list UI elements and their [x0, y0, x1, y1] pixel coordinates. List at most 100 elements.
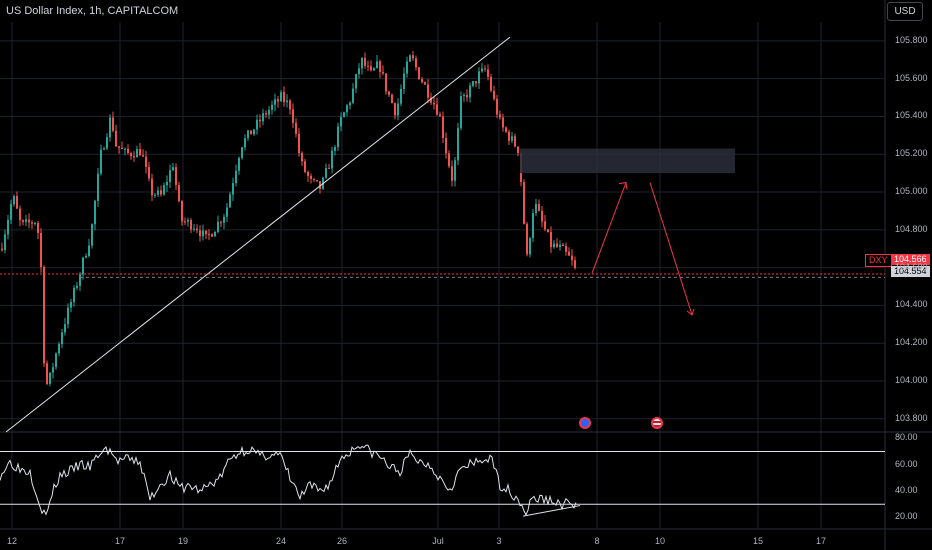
candle-body: [1, 248, 3, 250]
time-axis-label: 8: [594, 536, 600, 546]
candle-body: [301, 153, 303, 162]
candle-body: [49, 372, 51, 384]
time-axis-label: 17: [114, 536, 126, 546]
candle-body: [367, 65, 369, 67]
candle-body: [406, 61, 408, 74]
candle-body: [469, 85, 471, 98]
candle-body: [31, 222, 33, 224]
candle-body: [343, 112, 345, 118]
rsi-axis-tick: 80.00: [895, 432, 918, 443]
candle-body: [337, 126, 339, 148]
candle-body: [562, 244, 564, 246]
projection-arrow-down: [649, 182, 693, 316]
rsi-line: [0, 444, 577, 517]
candle-body: [217, 221, 219, 232]
price-axis-tick: 105.600: [895, 72, 928, 83]
candle-body: [313, 178, 315, 181]
candle-body: [61, 332, 63, 345]
candle-body: [64, 324, 66, 333]
price-axis-tick: 105.200: [895, 148, 928, 159]
candle-body: [151, 178, 153, 196]
candle-body: [163, 185, 165, 195]
candle-body: [559, 244, 561, 247]
candle-body: [388, 91, 390, 95]
candle-body: [568, 251, 570, 256]
candle-body: [199, 230, 201, 237]
candle-body: [463, 94, 465, 97]
us-flag-icon[interactable]: [651, 417, 663, 429]
candle-body: [532, 212, 534, 239]
symbol-tag: DXY: [865, 254, 892, 267]
candle-body: [352, 88, 354, 103]
candle-body: [22, 220, 24, 222]
candle-body: [154, 194, 156, 196]
candle-body: [100, 149, 102, 174]
trendline: [5, 36, 511, 433]
candle-body: [541, 210, 543, 222]
candle-body: [439, 114, 441, 117]
candle-body: [451, 166, 453, 181]
candle-body: [139, 149, 141, 156]
candle-body: [430, 97, 432, 103]
candle-body: [184, 221, 186, 223]
candle-body: [16, 196, 18, 209]
time-axis-label: 3: [496, 536, 502, 546]
candle-body: [70, 302, 72, 308]
candle-body: [43, 266, 45, 364]
arrowhead-down: [686, 308, 695, 316]
candle-body: [493, 90, 495, 99]
candle-body: [304, 161, 306, 173]
last-price-tag: 104.566: [891, 254, 930, 265]
time-axis-label: 19: [177, 536, 189, 546]
candle-body: [331, 150, 333, 169]
time-axis-label: 24: [275, 536, 287, 546]
candle-body: [565, 245, 567, 252]
time-axis-label: 12: [6, 536, 18, 546]
candle-body: [382, 71, 384, 74]
price-axis-tick: 105.800: [895, 34, 928, 45]
candle-body: [106, 137, 108, 149]
candle-body: [349, 102, 351, 106]
candle-body: [571, 255, 573, 261]
candle-body: [412, 55, 414, 59]
candle-body: [457, 128, 459, 161]
candle-body: [247, 130, 249, 139]
candle-body: [553, 243, 555, 248]
candle-body: [244, 138, 246, 148]
candle-body: [319, 181, 321, 189]
candle-body: [325, 168, 327, 178]
candle-body: [445, 137, 447, 154]
time-axis-label: 15: [752, 536, 764, 546]
candle-body: [82, 257, 84, 275]
candle-body: [142, 155, 144, 157]
candle-body: [454, 160, 456, 181]
candle-body: [385, 73, 387, 92]
candle-body: [403, 73, 405, 89]
resistance-zone: [520, 148, 735, 174]
candle-body: [238, 157, 240, 171]
candle-body: [256, 119, 258, 130]
currency-button[interactable]: USD: [887, 2, 923, 21]
candle-body: [130, 153, 132, 157]
candle-body: [334, 147, 336, 151]
candle-body: [295, 122, 297, 134]
candle-body: [91, 224, 93, 246]
candle-body: [166, 181, 168, 186]
candle-body: [472, 81, 474, 86]
candle-body: [214, 231, 216, 237]
candle-body: [268, 109, 270, 115]
rsi-indicator: [0, 444, 885, 517]
candle-body: [271, 104, 273, 110]
event-flag-icon[interactable]: [579, 417, 591, 429]
candle-body: [427, 84, 429, 98]
candle-body: [25, 219, 27, 222]
candle-body: [235, 170, 237, 184]
candle-body: [484, 68, 486, 70]
candle-body: [391, 94, 393, 104]
candle-body: [358, 68, 360, 75]
candle-body: [262, 113, 264, 122]
candle-body: [424, 82, 426, 85]
candle-body: [136, 149, 138, 158]
candle-body: [379, 61, 381, 72]
